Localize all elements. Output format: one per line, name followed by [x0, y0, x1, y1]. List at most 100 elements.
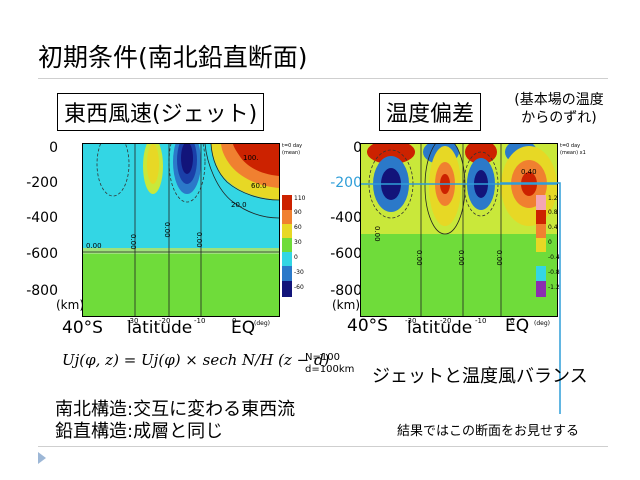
x-tick-10: -10 — [194, 317, 206, 325]
callout-line — [500, 182, 561, 414]
r-x-unit: (deg) — [534, 320, 550, 327]
formula-params: N=100 d=100km — [305, 352, 354, 376]
note-line-2: からのずれ) — [521, 110, 597, 126]
zonal-wind-contour-plot: 100. 60.0 20.0 0.00 0.00 0.00 0.00 — [82, 143, 280, 317]
dashed-contour-1 — [96, 144, 130, 197]
cb-label-m60: -60 — [294, 284, 304, 291]
time-legend-line-2: (mean) — [282, 150, 301, 156]
transition-band — [83, 248, 279, 254]
y-label-200: -200 — [26, 175, 58, 191]
zonal-wind-box: 東西風速(ジェット) — [57, 93, 265, 131]
r-x-tick-0: 0 — [510, 317, 515, 325]
cb-seg-6 — [282, 266, 292, 281]
r-contour-label-0b: 0.00 — [457, 250, 465, 266]
r-cb-seg-1 — [536, 195, 546, 210]
slide-title: 初期条件(南北鉛直断面) — [38, 43, 308, 72]
cb-label-0: 0 — [294, 254, 298, 261]
contour-label-0a: 0.00 — [86, 242, 102, 250]
contour-label-0d: 0.00 — [195, 232, 203, 248]
r-cb-seg-3 — [536, 224, 546, 238]
x-tick-0: 0 — [232, 317, 237, 325]
r-x-tick-30: -30 — [405, 317, 417, 325]
contour-line-1 — [210, 144, 279, 201]
r-contour-label-0d: 0.00 — [373, 226, 381, 242]
contour-label-20: 20.0 — [231, 201, 247, 209]
r-cb-seg-4 — [536, 238, 546, 252]
west-core-fill — [181, 144, 193, 174]
r-cb-label-m08: -0.8 — [548, 269, 560, 276]
y-unit-label: (km) — [56, 298, 85, 312]
contour-line-2 — [204, 144, 279, 219]
contour-label-0c: 0.00 — [163, 222, 171, 238]
cb-seg-5 — [282, 252, 292, 266]
time-legend-line-1: t=0 day — [282, 143, 303, 149]
y-label-600: -600 — [26, 246, 58, 262]
note-line-1: (基本場の温度 — [514, 92, 604, 108]
r-cb-label-04: 0.4 — [548, 224, 558, 231]
temperature-contour-plot: 0.40 0.00 0.00 0.00 0.00 — [360, 143, 558, 317]
top-warm-2 — [465, 144, 497, 164]
cb-seg-7 — [282, 281, 292, 297]
r-time-legend-line-1: t=0 day — [560, 143, 581, 149]
temperature-anomaly-box: 温度偏差 — [379, 93, 482, 131]
body-line-2: 鉛直構造:成層と同じ — [55, 421, 224, 442]
y-label-0: 0 — [49, 140, 58, 156]
right-lat-latitude: latitude — [407, 318, 473, 338]
left-lat-40s: 40°S — [62, 318, 103, 338]
title-divider — [38, 78, 608, 79]
temperature-anomaly-note: (基本場の温度 からのずれ) — [494, 91, 624, 127]
cb-label-110: 110 — [294, 195, 306, 202]
x-tick-20: -20 — [159, 317, 171, 325]
x-tick-30: -30 — [127, 317, 139, 325]
jet-core-fill — [233, 144, 279, 176]
r-x-tick-20: -20 — [440, 317, 452, 325]
ry-label-800: -800 — [330, 283, 362, 299]
contour-label-100: 100. — [243, 154, 259, 162]
r-cb-label-m04: -0.4 — [548, 254, 560, 261]
ry-label-200-highlight: -200 — [330, 175, 362, 191]
r-contour-label-040: 0.40 — [521, 168, 537, 176]
ry-label-600: -600 — [330, 246, 362, 262]
right-lat-eq: EQ — [505, 316, 530, 336]
temperature-panel: 0 -200 -400 -600 -800 (km) 0.40 0.00 — [318, 135, 628, 345]
r-time-legend: t=0 day (mean) x1 — [560, 143, 586, 157]
east-core-fill — [147, 144, 159, 184]
formula-param-n: N=100 — [305, 352, 340, 363]
zonal-wind-panel: 0 -200 -400 -600 -800 (km) 100. 60.0 20.… — [14, 135, 314, 345]
next-arrow-icon[interactable] — [38, 452, 46, 464]
cb-label-m30: -30 — [294, 269, 304, 276]
formula-param-d: d=100km — [305, 364, 355, 375]
right-lat-40s: 40°S — [347, 316, 388, 336]
cb-seg-4 — [282, 238, 292, 252]
left-lat-eq: EQ — [231, 318, 256, 338]
x-unit: (deg) — [254, 320, 270, 327]
cb-seg-3 — [282, 224, 292, 238]
r-cb-label-0: 0 — [548, 239, 552, 246]
contour-label-0b: 0.00 — [129, 234, 137, 250]
ry-label-400: -400 — [330, 210, 362, 226]
y-label-800: -800 — [26, 283, 58, 299]
r-contour-label-0c: 0.00 — [495, 250, 503, 266]
cb-label-60: 60 — [294, 224, 302, 231]
jet-formula: Uj(φ, z) = Uj(φ) × sech N/H (z − d) — [62, 351, 330, 369]
ry-label-0: 0 — [353, 140, 362, 156]
r-time-legend-line-2: (mean) x1 — [560, 150, 586, 156]
time-legend: t=0 day (mean) — [282, 143, 302, 157]
contour-label-60: 60.0 — [251, 182, 267, 190]
body-line-1: 南北構造:交互に変わる東西流 — [55, 399, 296, 420]
r-cb-seg-6 — [536, 266, 546, 281]
cb-label-30: 30 — [294, 239, 302, 246]
r-cb-label-08: 0.8 — [548, 209, 558, 216]
low-level-fill — [83, 252, 279, 316]
top-warm-1 — [367, 144, 415, 164]
temperature-colorbar — [536, 195, 546, 297]
r-cb-label-m12: -1.2 — [548, 284, 560, 291]
r-cb-label-12: 1.2 — [548, 195, 558, 202]
zonal-wind-colorbar — [282, 195, 292, 297]
result-note: 結果ではこの断面をお見せする — [397, 424, 580, 439]
cb-label-90: 90 — [294, 209, 302, 216]
dashed-contour-2 — [168, 144, 206, 203]
y-label-400: -400 — [26, 210, 58, 226]
r-cb-seg-2 — [536, 210, 546, 224]
